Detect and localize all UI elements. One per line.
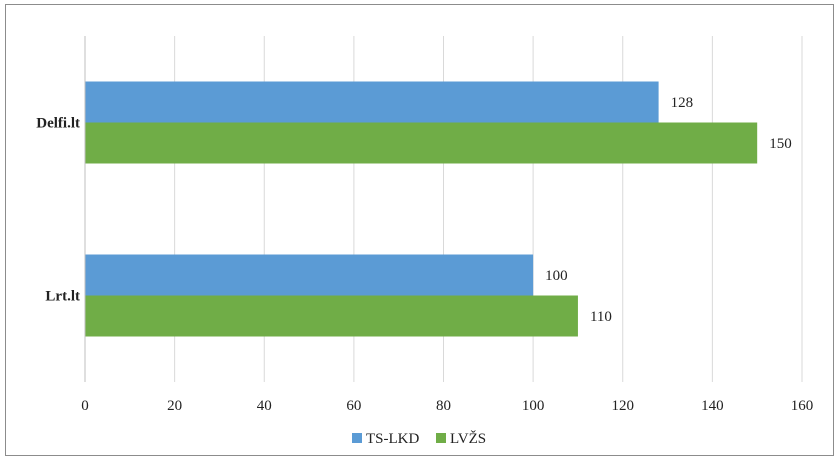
bar (85, 122, 758, 164)
x-tick-label: 80 (436, 398, 451, 414)
x-tick-label: 100 (522, 398, 545, 414)
bar (85, 295, 578, 337)
category-labels: Delfi.lt Lrt.lt (36, 116, 80, 305)
x-tick-label: 120 (612, 398, 635, 414)
bars (85, 81, 758, 337)
legend-swatch (436, 433, 446, 443)
bar (85, 81, 659, 123)
x-axis: 0 20 40 60 80 100 120 140 160 (81, 36, 813, 414)
data-label: 110 (590, 309, 612, 325)
legend-label: LVŽS (450, 430, 486, 447)
x-tick-label: 140 (701, 398, 724, 414)
x-tick-label: 40 (257, 398, 272, 414)
data-label: 128 (671, 95, 694, 111)
legend: TS-LKD LVŽS (352, 430, 486, 447)
legend-swatch (352, 433, 362, 443)
category-label: Lrt.lt (45, 289, 80, 305)
category-label: Delfi.lt (36, 116, 80, 132)
chart-frame (5, 4, 834, 456)
x-tick-label: 60 (346, 398, 361, 414)
data-label: 150 (769, 136, 792, 152)
bar (85, 254, 534, 296)
x-tick-label: 20 (167, 398, 182, 414)
data-label: 100 (545, 268, 568, 284)
x-tick-label: 0 (81, 398, 89, 414)
data-labels: 128 150 100 110 (545, 95, 792, 325)
legend-label: TS-LKD (366, 431, 419, 447)
x-tick-label: 160 (791, 398, 814, 414)
